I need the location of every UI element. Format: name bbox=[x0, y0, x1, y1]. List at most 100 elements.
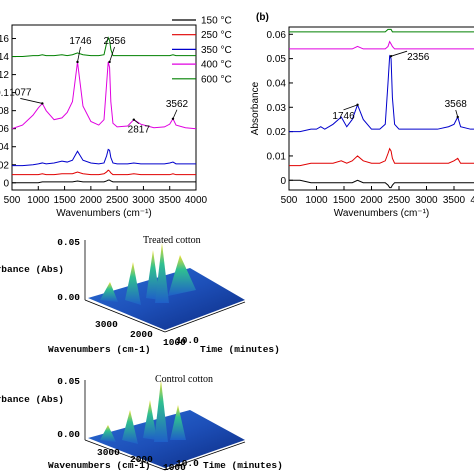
annotation-arrow bbox=[343, 104, 358, 111]
series-line bbox=[289, 54, 474, 133]
legend-label: 400 °C bbox=[201, 60, 232, 71]
y-tick-label: 0.04 bbox=[267, 78, 287, 89]
surface-peak bbox=[125, 262, 141, 305]
x-tick-label: 2000 bbox=[80, 195, 103, 206]
surface-peak bbox=[168, 255, 196, 296]
z-label: Absorbance (Abs) bbox=[0, 394, 64, 405]
y-tick-label: 0.14 bbox=[0, 52, 9, 63]
y-tick-label: 0.02 bbox=[0, 160, 9, 171]
surface-peak bbox=[100, 425, 116, 442]
x-tick-label: 2000 bbox=[130, 454, 153, 465]
x-tick-label: 2500 bbox=[106, 195, 129, 206]
annotation: 3568 bbox=[445, 99, 468, 110]
annotation-arrow-head bbox=[171, 117, 175, 120]
surface-peak bbox=[170, 405, 186, 440]
panel-label: (b) bbox=[256, 12, 269, 23]
x-tick-label: 3500 bbox=[159, 195, 182, 206]
x-tick-label: 1500 bbox=[53, 195, 76, 206]
series-line bbox=[289, 28, 474, 33]
surface-peak bbox=[154, 380, 168, 442]
y-tick-label: 0.06 bbox=[267, 30, 287, 41]
surface-peak bbox=[146, 250, 160, 300]
x-tick-label: 2000 bbox=[130, 329, 153, 340]
legend-label: 350 °C bbox=[201, 45, 232, 56]
y-tick-label: 0.08 bbox=[0, 106, 9, 117]
series-line bbox=[12, 179, 196, 184]
plot-frame bbox=[11, 24, 197, 191]
legend-label: 600 °C bbox=[201, 74, 232, 85]
x-tick-label: 3000 bbox=[415, 195, 438, 206]
x-tick-label: 1000 bbox=[27, 195, 50, 206]
x-tick-label: 500 bbox=[4, 195, 21, 206]
y-axis bbox=[164, 441, 246, 471]
x-tick-label: 500 bbox=[281, 195, 298, 206]
x-tick-label: 3000 bbox=[95, 319, 118, 330]
y-label: Time (minutes) bbox=[200, 344, 280, 355]
x-tick-label: 2500 bbox=[388, 195, 411, 206]
z-tick-label: 0.00 bbox=[57, 429, 80, 440]
annotation: 2356 bbox=[103, 36, 126, 47]
annotation: 3562 bbox=[166, 99, 189, 110]
z-tick-label: 0.05 bbox=[57, 376, 80, 387]
annotation: 2356 bbox=[407, 52, 430, 63]
surface-title: Treated cotton bbox=[143, 235, 201, 246]
x-axis-label: Wavenumbers (cm⁻¹) bbox=[334, 208, 429, 219]
surface-plot bbox=[84, 380, 246, 471]
series-line bbox=[12, 148, 196, 167]
x-label: Wavenumbers (cm-1) bbox=[48, 460, 151, 471]
legend-label: 150 °C bbox=[201, 16, 232, 27]
time-tick-label: 10.0 bbox=[176, 335, 199, 346]
annotation-arrow bbox=[20, 98, 43, 104]
surface-labels: Treated cotton Absorbance (Abs) 0.05 0.0… bbox=[0, 235, 283, 473]
y-tick-label: 0 bbox=[3, 178, 9, 189]
x-axis-label: Wavenumbers (cm⁻¹) bbox=[56, 208, 151, 219]
y-tick-label: 0.12 bbox=[0, 70, 9, 81]
annotation: 1077 bbox=[9, 87, 32, 98]
annotation: 1746 bbox=[69, 36, 92, 47]
y-tick-label: 0.06 bbox=[0, 124, 9, 135]
annotation: 1746 bbox=[332, 111, 355, 122]
annotation-arrow-head bbox=[132, 118, 136, 121]
x-tick-label: 1000 bbox=[163, 337, 186, 348]
y-axis bbox=[164, 301, 246, 333]
annotation: 2817 bbox=[128, 125, 151, 136]
annotation-arrow-head bbox=[456, 115, 459, 119]
y-tick-label: 0.01 bbox=[267, 151, 287, 162]
surface-peak bbox=[122, 410, 138, 444]
x-tick-label: 1000 bbox=[305, 195, 328, 206]
x-tick-label: 4000 bbox=[185, 195, 208, 206]
z-tick-label: 0.05 bbox=[57, 237, 80, 248]
legend-label: 250 °C bbox=[201, 30, 232, 41]
annotation-arrow bbox=[390, 50, 408, 57]
y-tick-label: 0.02 bbox=[267, 127, 287, 138]
surface-peak bbox=[143, 400, 157, 440]
x-tick-label: 4000 bbox=[470, 195, 474, 206]
series-line bbox=[289, 179, 474, 189]
series-line bbox=[289, 147, 474, 167]
annotation-arrow bbox=[455, 109, 459, 118]
y-label: Time (minutes) bbox=[203, 460, 283, 471]
surface-plot bbox=[84, 240, 246, 333]
annotation-arrow-head bbox=[41, 102, 44, 105]
surface-peak bbox=[100, 282, 118, 302]
y-tick-label: 0.05 bbox=[267, 54, 287, 65]
surface-peak bbox=[155, 243, 169, 303]
annotation-arrow bbox=[172, 109, 178, 119]
x-label: Wavenumbers (cm-1) bbox=[48, 344, 151, 355]
x-tick-label: 3500 bbox=[443, 195, 466, 206]
annotation-arrow bbox=[77, 46, 81, 63]
series-line bbox=[11, 61, 197, 130]
series-line bbox=[289, 40, 474, 50]
surface-title: Control cotton bbox=[155, 374, 213, 385]
x-tick-label: 1000 bbox=[163, 462, 186, 473]
y-tick-label: 0.03 bbox=[267, 103, 287, 114]
x-axis bbox=[84, 299, 166, 333]
y-axis-label: Absorbance bbox=[250, 81, 261, 135]
annotation-arrow-head bbox=[76, 60, 79, 64]
z-label: Absorbance (Abs) bbox=[0, 264, 64, 275]
plot-frame bbox=[288, 26, 474, 191]
x-axis bbox=[84, 439, 166, 471]
time-tick-label: 10.0 bbox=[176, 458, 199, 469]
